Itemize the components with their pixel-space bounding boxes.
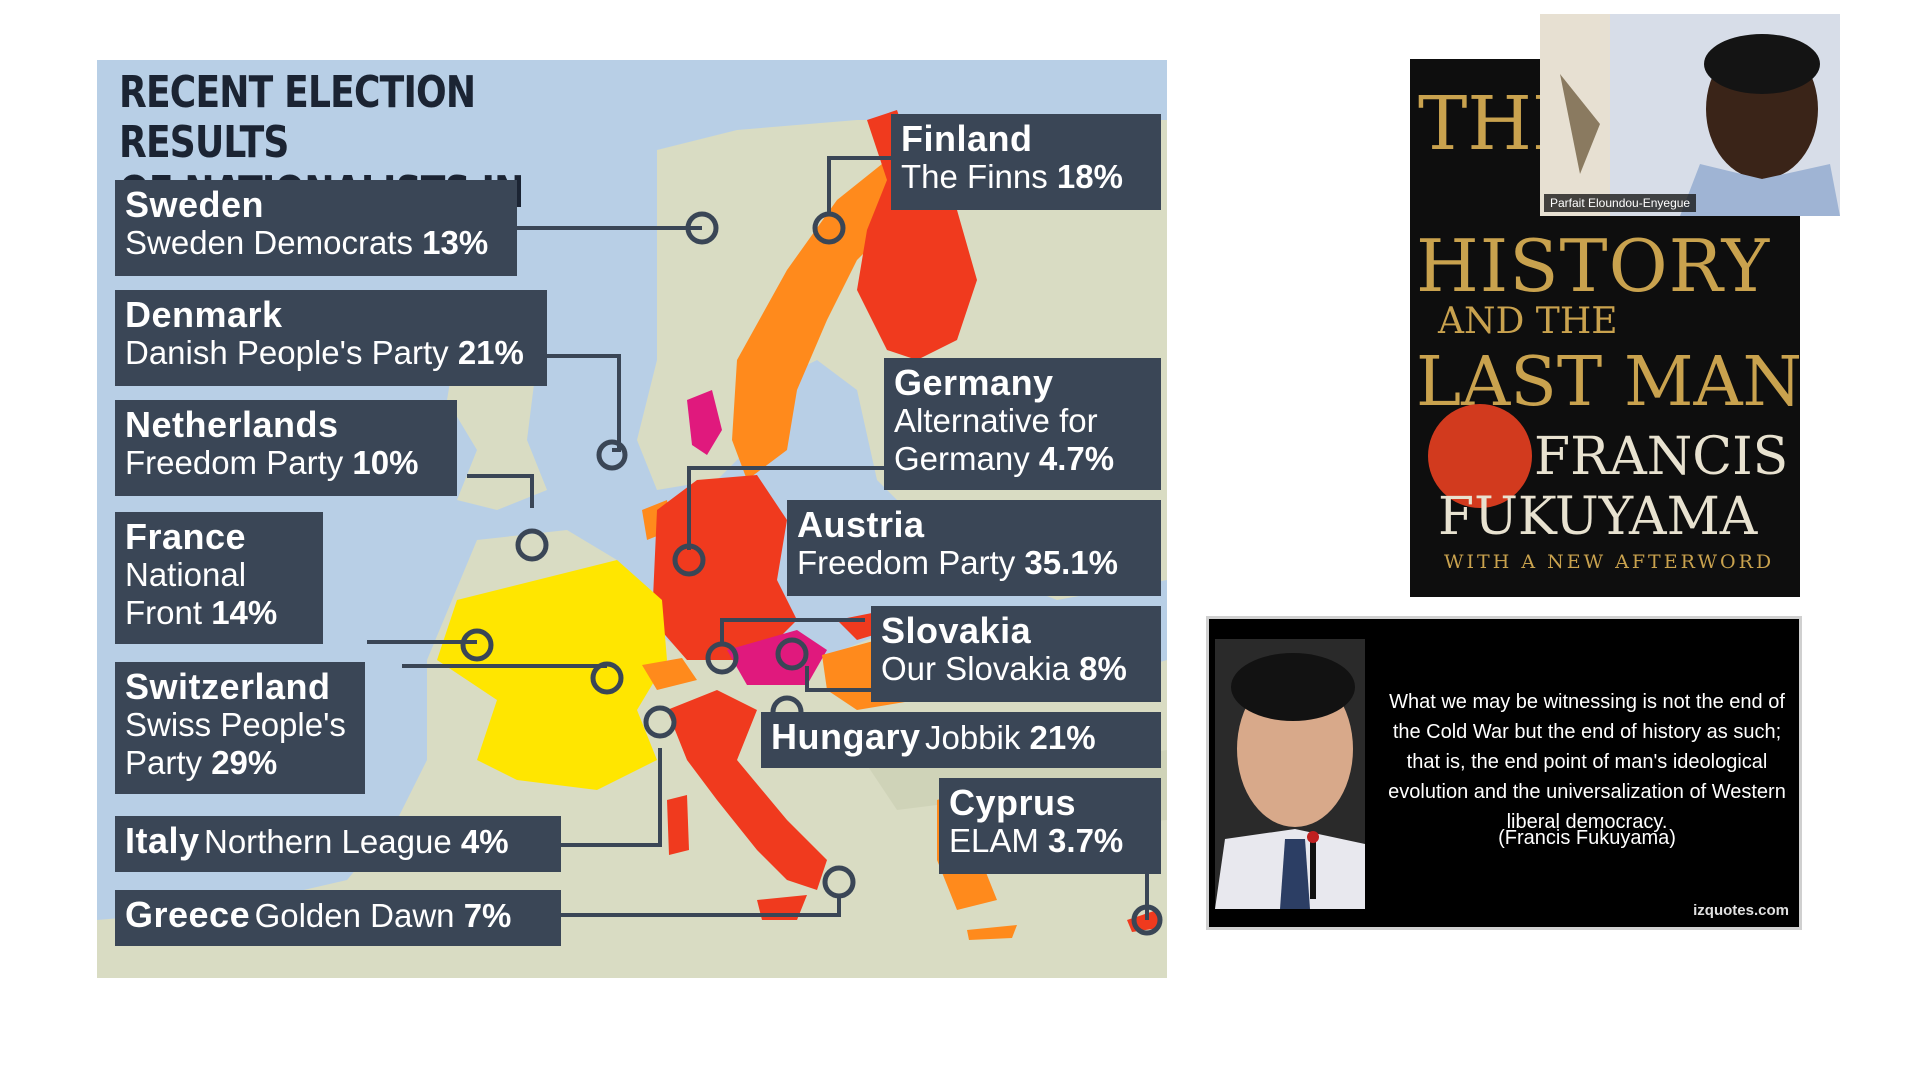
label-cyprus: Cyprus ELAM 3.7% bbox=[939, 778, 1161, 874]
label-hungary: Hungary Jobbik 21% bbox=[761, 712, 1161, 768]
book-author-last: FUKUYAMA bbox=[1438, 487, 1758, 547]
fukuyama-portrait bbox=[1215, 639, 1365, 909]
label-slovakia: Slovakia Our Slovakia 8% bbox=[871, 606, 1161, 702]
label-netherlands: Netherlands Freedom Party 10% bbox=[115, 400, 457, 496]
speaker-avatar bbox=[1540, 14, 1840, 216]
book-title-line2: HISTORY bbox=[1416, 224, 1771, 308]
book-subtitle: WITH A NEW AFTERWORD bbox=[1444, 551, 1775, 573]
label-finland: Finland The Finns 18% bbox=[891, 114, 1161, 210]
label-denmark: Denmark Danish People's Party 21% bbox=[115, 290, 547, 386]
bestseller-seal-icon bbox=[1428, 404, 1532, 508]
election-map-infographic: RECENT ELECTION RESULTS OF NATIONALISTS … bbox=[97, 60, 1167, 978]
quote-source: izquotes.com bbox=[1693, 902, 1789, 919]
label-austria: Austria Freedom Party 35.1% bbox=[787, 500, 1161, 596]
quote-author: (Francis Fukuyama) bbox=[1498, 827, 1676, 849]
label-greece: Greece Golden Dawn 7% bbox=[115, 890, 561, 946]
quote-panel: What we may be witnessing is not the end… bbox=[1206, 616, 1802, 930]
label-sweden: Sweden Sweden Democrats 13% bbox=[115, 180, 517, 276]
book-title-line3: AND THE bbox=[1438, 301, 1618, 342]
label-germany: Germany Alternative for Germany 4.7% bbox=[884, 358, 1161, 490]
label-switzerland: Switzerland Swiss People's Party 29% bbox=[115, 662, 365, 794]
quote-text: What we may be witnessing is not the end… bbox=[1388, 691, 1786, 833]
participant-name: Parfait Eloundou-Enyegue bbox=[1544, 194, 1697, 212]
label-france: France National Front 14% bbox=[115, 512, 323, 644]
book-author-first: FRANCIS bbox=[1534, 427, 1789, 487]
webcam-tile: Parfait Eloundou-Enyegue bbox=[1540, 14, 1840, 216]
map-title-line1: RECENT ELECTION RESULTS bbox=[119, 67, 476, 168]
label-italy: Italy Northern League 4% bbox=[115, 816, 561, 872]
